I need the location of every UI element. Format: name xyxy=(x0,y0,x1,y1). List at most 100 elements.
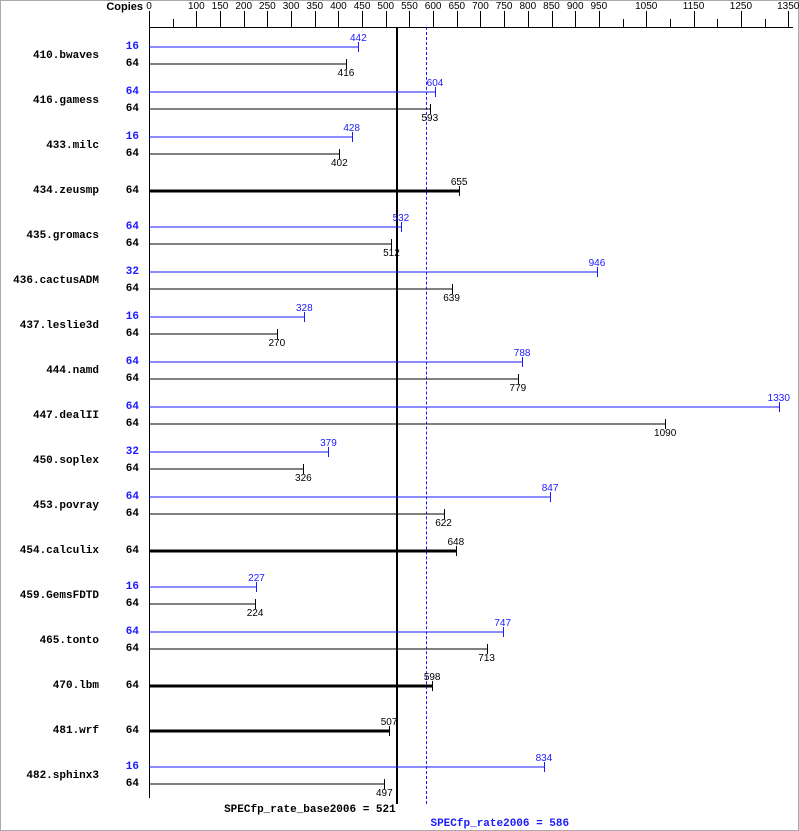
bar-value: 442 xyxy=(350,33,367,44)
x-tick-label: 600 xyxy=(425,1,442,12)
bar xyxy=(149,549,456,552)
x-tick-label: 650 xyxy=(448,1,465,12)
copies-value: 16 xyxy=(126,131,139,143)
bar-value: 639 xyxy=(443,293,460,304)
copies-value: 64 xyxy=(126,545,139,557)
x-tick xyxy=(788,11,789,27)
benchmark-name: 433.milc xyxy=(46,140,99,152)
bar-value: 416 xyxy=(338,68,355,79)
bar-value: 598 xyxy=(424,672,441,683)
bar-value: 788 xyxy=(514,348,531,359)
bar xyxy=(149,378,518,379)
bar xyxy=(149,243,391,244)
bar xyxy=(149,108,430,109)
x-tick xyxy=(433,11,434,27)
copies-value: 16 xyxy=(126,41,139,53)
x-tick-label: 700 xyxy=(472,1,489,12)
x-tick xyxy=(196,11,197,27)
bar-value: 497 xyxy=(376,788,393,799)
copies-value: 64 xyxy=(126,401,139,413)
benchmark-name: 437.leslie3d xyxy=(20,320,99,332)
bar xyxy=(149,423,665,424)
benchmark-name: 447.dealII xyxy=(33,410,99,422)
bar xyxy=(149,497,550,498)
benchmark-name: 435.gromacs xyxy=(26,230,99,242)
x-axis xyxy=(149,27,793,28)
benchmark-name: 465.tonto xyxy=(40,635,99,647)
bar xyxy=(149,153,339,154)
copies-value: 64 xyxy=(126,356,139,368)
bar xyxy=(149,272,597,273)
copies-value: 64 xyxy=(126,418,139,430)
x-tick xyxy=(717,19,718,27)
x-tick xyxy=(315,11,316,27)
copies-value: 64 xyxy=(126,463,139,475)
bar-value: 512 xyxy=(383,248,400,259)
benchmark-name: 444.namd xyxy=(46,365,99,377)
x-tick xyxy=(765,19,766,27)
x-tick xyxy=(504,11,505,27)
copies-value: 64 xyxy=(126,185,139,197)
x-tick-label: 350 xyxy=(306,1,323,12)
copies-value: 64 xyxy=(126,680,139,692)
bar xyxy=(149,468,303,469)
bar xyxy=(149,513,444,514)
copies-value: 64 xyxy=(126,725,139,737)
copies-value: 64 xyxy=(126,58,139,70)
x-tick-label: 1350 xyxy=(777,1,799,12)
x-tick xyxy=(149,11,150,27)
copies-value: 32 xyxy=(126,266,139,278)
bar xyxy=(149,767,544,768)
bar xyxy=(149,648,487,649)
benchmark-name: 450.soplex xyxy=(33,455,99,467)
copies-value: 64 xyxy=(126,221,139,233)
reference-label: SPECfp_rate_base2006 = 521 xyxy=(224,804,396,816)
x-tick-label: 0 xyxy=(146,1,152,12)
x-tick xyxy=(552,11,553,27)
x-tick-label: 450 xyxy=(354,1,371,12)
bar-value: 326 xyxy=(295,473,312,484)
x-tick-label: 550 xyxy=(401,1,418,12)
bar-value: 224 xyxy=(247,608,264,619)
x-tick-label: 300 xyxy=(283,1,300,12)
reference-label: SPECfp_rate2006 = 586 xyxy=(430,818,569,830)
bar-value: 328 xyxy=(296,303,313,314)
x-tick xyxy=(338,11,339,27)
x-tick xyxy=(575,11,576,27)
x-tick-label: 850 xyxy=(543,1,560,12)
bar-value: 270 xyxy=(269,338,286,349)
benchmark-name: 470.lbm xyxy=(53,680,99,692)
bar xyxy=(149,63,346,64)
benchmark-name: 453.povray xyxy=(33,500,99,512)
bar xyxy=(149,587,256,588)
x-tick-label: 800 xyxy=(519,1,536,12)
bar-value: 227 xyxy=(248,573,265,584)
bar-value: 532 xyxy=(393,213,410,224)
bar-value: 1330 xyxy=(768,393,790,404)
x-tick-label: 1250 xyxy=(730,1,752,12)
copies-value: 64 xyxy=(126,598,139,610)
bar-value: 779 xyxy=(510,383,527,394)
bar-value: 428 xyxy=(343,123,360,134)
x-tick xyxy=(646,11,647,27)
copies-value: 64 xyxy=(126,373,139,385)
x-tick xyxy=(457,11,458,27)
bar-value: 1090 xyxy=(654,428,676,439)
bar xyxy=(149,333,277,334)
x-tick-label: 1050 xyxy=(635,1,657,12)
x-tick-label: 150 xyxy=(212,1,229,12)
x-tick xyxy=(599,11,600,27)
bar-value: 622 xyxy=(435,518,452,529)
bar-value: 379 xyxy=(320,438,337,449)
x-tick xyxy=(694,11,695,27)
x-tick xyxy=(362,11,363,27)
bar xyxy=(149,407,779,408)
bar xyxy=(149,684,432,687)
copies-header: Copies xyxy=(106,1,143,13)
copies-value: 64 xyxy=(126,103,139,115)
bar-value: 593 xyxy=(421,113,438,124)
copies-value: 64 xyxy=(126,283,139,295)
x-tick xyxy=(244,11,245,27)
benchmark-name: 454.calculix xyxy=(20,545,99,557)
x-tick xyxy=(173,19,174,27)
